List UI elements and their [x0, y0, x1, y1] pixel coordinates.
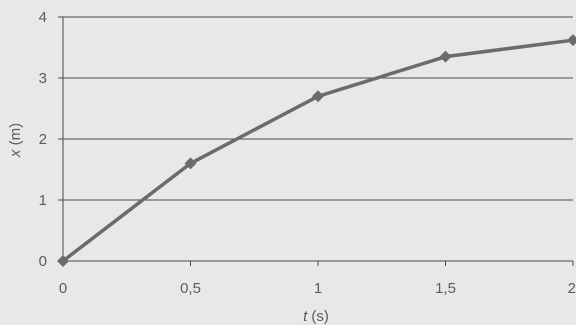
x-axis-title: t (s)	[303, 308, 329, 325]
data-point-marker	[312, 90, 324, 103]
grid-lines	[63, 16, 573, 201]
axes	[58, 16, 574, 266]
y-axis-unit: (m)	[7, 123, 24, 150]
y-tick-label: 2	[39, 131, 47, 148]
data-point-marker	[184, 157, 197, 170]
data-point-marker	[57, 255, 69, 267]
data-series	[57, 34, 576, 267]
y-tick-label: 3	[39, 70, 47, 87]
y-tick-label: 1	[39, 192, 47, 209]
y-tick-label: 0	[39, 253, 47, 270]
x-tick-label: 0	[59, 280, 67, 297]
x-tick-label: 1,5	[435, 280, 456, 297]
x-tick-label: 2	[568, 280, 576, 297]
data-point-marker	[567, 34, 576, 47]
series-line	[61, 38, 575, 263]
y-axis-title: x (m)	[7, 123, 24, 158]
x-tick-label: 1	[314, 280, 322, 297]
y-axis-variable: x	[7, 149, 24, 158]
y-tick-label: 4	[39, 9, 47, 26]
x-axis-unit: (s)	[307, 308, 329, 325]
x-tick-label: 0,5	[180, 280, 201, 297]
data-point-marker	[439, 50, 452, 63]
x-axis-variable: t	[303, 308, 308, 325]
tick-labels: 0 1 2 3 4 0 0,5 1 1,5 2	[39, 9, 576, 297]
